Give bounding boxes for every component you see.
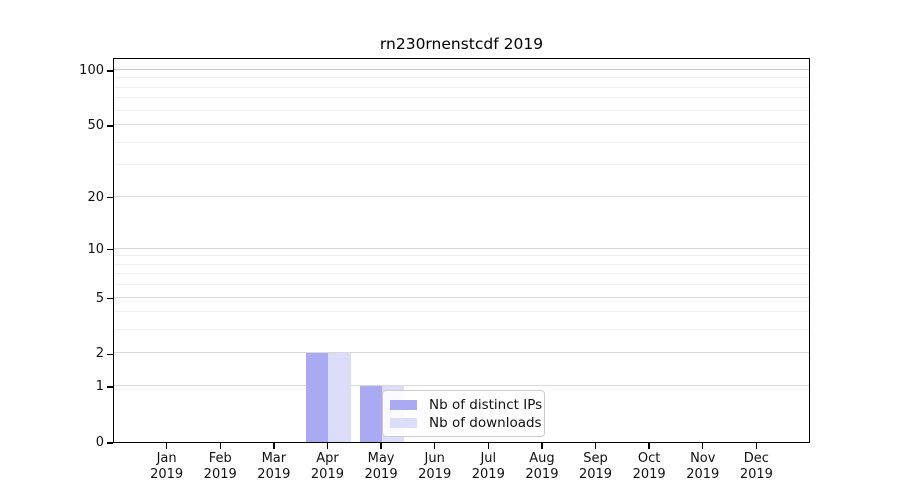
x-tick-mark xyxy=(702,443,704,449)
bar-distinct-ips xyxy=(306,353,329,442)
x-tick-mark xyxy=(487,443,489,449)
y-tick-mark xyxy=(107,353,113,356)
y-tick-mark xyxy=(107,297,113,300)
x-tick-label: Sep 2019 xyxy=(578,451,613,482)
gridline-minor xyxy=(114,77,809,79)
y-tick-mark xyxy=(107,125,113,127)
gridline-major xyxy=(114,124,809,126)
x-tick-label: Jan 2019 xyxy=(150,451,184,482)
x-tick-label: Jul 2019 xyxy=(471,451,505,482)
gridline-minor xyxy=(114,255,809,257)
y-tick-label: 2 xyxy=(95,346,104,362)
x-tick-mark xyxy=(165,443,168,449)
y-tick-mark xyxy=(107,386,113,388)
gridline-major xyxy=(114,296,809,298)
gridline-minor xyxy=(114,109,809,111)
gridline-minor xyxy=(114,311,809,313)
legend-item-distinct-ips: Nb of distinct IPs xyxy=(390,396,542,414)
legend-swatch-downloads xyxy=(390,418,417,428)
gridline-minor xyxy=(114,329,809,331)
gridline-minor xyxy=(114,97,809,99)
y-tick-label: 5 xyxy=(95,290,104,306)
y-tick-mark xyxy=(107,248,113,251)
x-tick-mark xyxy=(326,443,329,449)
gridline-minor xyxy=(114,164,809,166)
gridline-minor xyxy=(114,273,809,275)
x-tick-mark xyxy=(380,443,382,449)
x-tick-mark xyxy=(433,443,436,449)
y-tick-label: 10 xyxy=(87,241,104,257)
x-tick-mark xyxy=(273,443,275,449)
gridline-major xyxy=(114,68,809,70)
x-tick-label: Mar 2019 xyxy=(257,451,291,482)
y-tick-label: 0 xyxy=(95,435,104,450)
x-tick-label: Aug 2019 xyxy=(525,451,559,482)
plot-area xyxy=(113,58,810,443)
legend-item-downloads: Nb of downloads xyxy=(390,414,542,432)
bar-downloads xyxy=(328,353,351,442)
y-tick-label: 20 xyxy=(87,189,104,205)
x-tick-label: Jun 2019 xyxy=(418,451,452,482)
y-tick-label: 100 xyxy=(79,62,104,78)
chart-title: rn230rnenstcdf 2019 xyxy=(379,35,544,53)
x-tick-label: Oct 2019 xyxy=(632,451,666,482)
legend-swatch-distinct-ips xyxy=(390,400,417,410)
x-tick-label: Feb 2019 xyxy=(203,451,237,482)
x-tick-mark xyxy=(755,443,758,449)
gridline-major xyxy=(114,247,809,249)
y-tick-mark xyxy=(107,442,113,444)
x-tick-mark xyxy=(594,443,597,449)
legend-label-distinct-ips: Nb of distinct IPs xyxy=(429,397,543,413)
x-tick-mark xyxy=(219,443,221,449)
x-tick-label: May 2019 xyxy=(364,451,398,482)
bar-distinct-ips xyxy=(359,386,383,442)
y-tick-mark xyxy=(107,196,113,199)
gridline-major xyxy=(114,352,809,354)
legend-label-downloads: Nb of downloads xyxy=(429,415,542,431)
y-tick-label: 1 xyxy=(95,379,104,395)
y-tick-label: 50 xyxy=(87,118,104,134)
gridline-major xyxy=(114,385,809,387)
x-tick-mark xyxy=(541,443,543,449)
x-tick-label: Apr 2019 xyxy=(310,451,344,482)
x-tick-mark xyxy=(648,443,650,449)
gridline-minor xyxy=(114,141,809,143)
gridline-major xyxy=(114,195,809,197)
gridline-minor xyxy=(114,86,809,88)
legend: Nb of distinct IPs Nb of downloads xyxy=(382,390,545,437)
gridline-minor xyxy=(114,263,809,265)
y-tick-mark xyxy=(107,70,113,72)
x-tick-label: Dec 2019 xyxy=(739,451,773,482)
gridline-minor xyxy=(114,284,809,286)
x-tick-label: Nov 2019 xyxy=(686,451,720,482)
